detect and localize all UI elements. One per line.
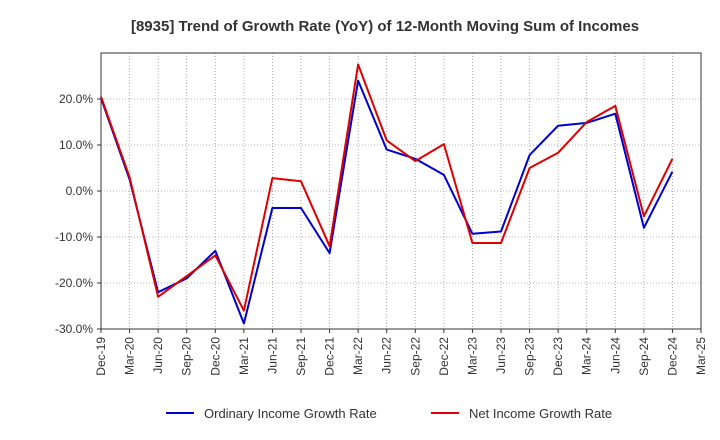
x-tick-label: Sep-20 <box>180 337 194 376</box>
x-tick-label: Dec-22 <box>437 337 451 376</box>
x-tick-label: Sep-23 <box>523 337 537 376</box>
x-tick-label: Jun-21 <box>265 337 279 374</box>
y-tick-label: -30.0% <box>55 322 93 336</box>
x-tick-label: Dec-19 <box>94 337 108 376</box>
y-axis: -30.0% -20.0% -10.0% 0.0% 10.0% 20.0% <box>55 92 101 336</box>
x-tick-label: Jun-22 <box>380 337 394 374</box>
legend: Ordinary Income Growth Rate Net Income Gr… <box>166 406 612 421</box>
x-tick-label: Dec-24 <box>665 337 679 376</box>
x-tick-label: Jun-23 <box>494 337 508 374</box>
x-tick-label: Sep-22 <box>408 337 422 376</box>
x-tick-label: Mar-25 <box>694 337 708 375</box>
x-tick-label: Mar-24 <box>580 337 594 375</box>
x-tick-label: Sep-24 <box>637 337 651 376</box>
y-tick-label: -10.0% <box>55 230 93 244</box>
series-line-2 <box>100 63 674 312</box>
legend-label-1: Ordinary Income Growth Rate <box>204 406 377 421</box>
y-tick-label: -20.0% <box>55 276 93 290</box>
y-tick-label: 10.0% <box>59 138 93 152</box>
y-tick-label: 20.0% <box>59 92 93 106</box>
x-tick-label: Mar-20 <box>123 337 137 375</box>
x-tick-label: Dec-20 <box>208 337 222 376</box>
legend-label-2: Net Income Growth Rate <box>469 406 612 421</box>
x-tick-label: Mar-21 <box>237 337 251 375</box>
x-tick-label: Sep-21 <box>294 337 308 376</box>
x-tick-label: Jun-24 <box>608 337 622 374</box>
grid <box>101 53 701 330</box>
series-layer <box>100 63 674 325</box>
x-tick-label: Dec-21 <box>323 337 337 376</box>
x-axis: Dec-19 Mar-20 Jun-20 Sep-20 Dec-20 Mar-21 Jun-… <box>94 329 708 376</box>
x-tick-label: Mar-23 <box>465 337 479 375</box>
x-tick-label: Dec-23 <box>551 337 565 376</box>
x-tick-label: Jun-20 <box>151 337 165 374</box>
y-tick-label: 0.0% <box>66 184 94 198</box>
x-tick-label: Mar-22 <box>351 337 365 375</box>
chart-title: [8935] Trend of Growth Rate (YoY) of 12-… <box>131 18 639 35</box>
